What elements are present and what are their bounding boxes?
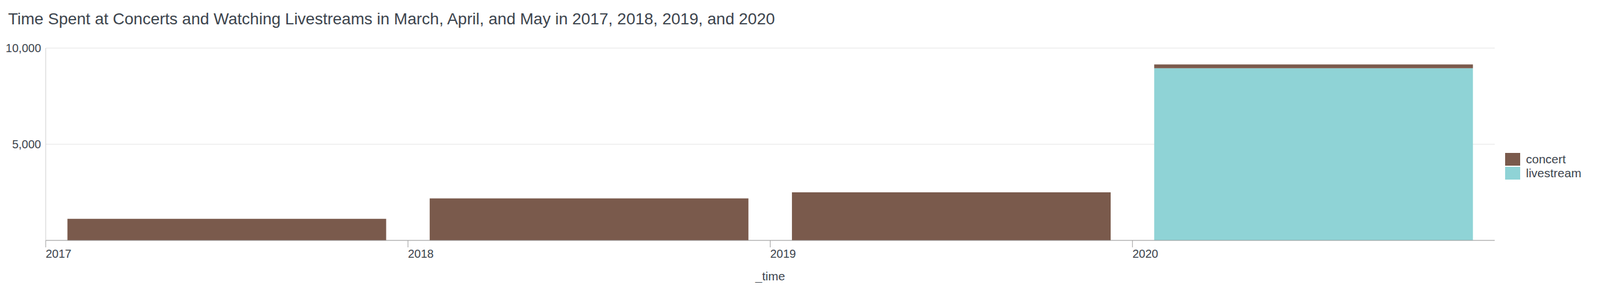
- svg-text:10,000: 10,000: [5, 41, 42, 55]
- svg-text:2018: 2018: [407, 246, 434, 260]
- svg-text:2020: 2020: [1132, 246, 1159, 260]
- svg-text:5,000: 5,000: [12, 137, 42, 151]
- html-text:concert: concert: [1525, 152, 1566, 166]
- svg-text:_time: _time: [754, 268, 785, 283]
- svg-text:2017: 2017: [45, 246, 72, 260]
- svg-text:2019: 2019: [770, 246, 797, 260]
- html-text:livestream: livestream: [1525, 166, 1582, 180]
- html-text:Time Spent at Concerts and Wat: Time Spent at Concerts and Watching Live…: [8, 9, 775, 28]
